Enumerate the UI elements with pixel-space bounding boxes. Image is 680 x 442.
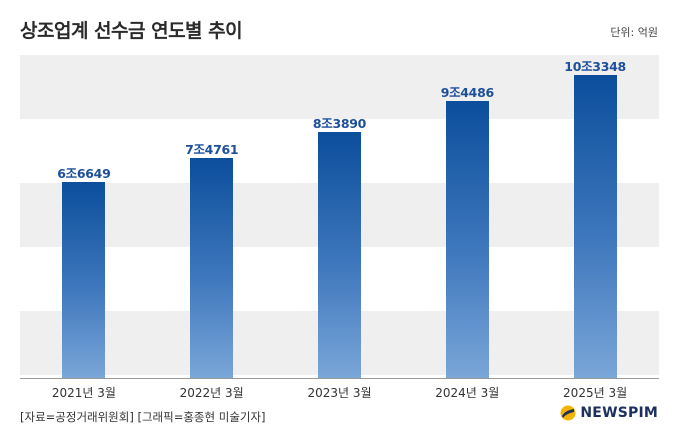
- logo-text: NEWSPIM: [580, 405, 658, 421]
- newspim-logo: NEWSPIM: [560, 405, 658, 421]
- data-label: 9조4486: [440, 84, 495, 100]
- bar: [445, 100, 489, 378]
- bar: [62, 182, 106, 378]
- x-tick-label: 2021년 3월: [51, 386, 116, 400]
- unit-label: 단위: 억원: [610, 26, 658, 39]
- bar: [573, 74, 617, 378]
- data-label: 6조6649: [57, 166, 111, 182]
- x-tick-label: 2023년 3월: [307, 386, 372, 400]
- data-label: 8조3890: [312, 115, 367, 131]
- x-tick-label: 2025년 3월: [563, 386, 628, 400]
- logo-icon: [560, 405, 576, 421]
- bar: [318, 131, 361, 378]
- x-tick-label: 2022년 3월: [179, 386, 244, 400]
- data-label: 7조4761: [185, 142, 239, 158]
- x-axis-line: [20, 378, 659, 379]
- chart-title: 상조업계 선수금 연도별 추이: [20, 20, 243, 42]
- bar: [190, 158, 234, 378]
- grid-band: [20, 55, 659, 119]
- source-credit: [자료=공정거래위원회] [그래픽=홍종현 미술기자]: [20, 410, 266, 424]
- x-tick-label: 2024년 3월: [435, 386, 500, 400]
- data-label: 10조3348: [564, 58, 626, 74]
- plot-area: 6조6649 2021년 3월 7조4761 2022년 3월 8조3890 2023년 …: [20, 55, 659, 400]
